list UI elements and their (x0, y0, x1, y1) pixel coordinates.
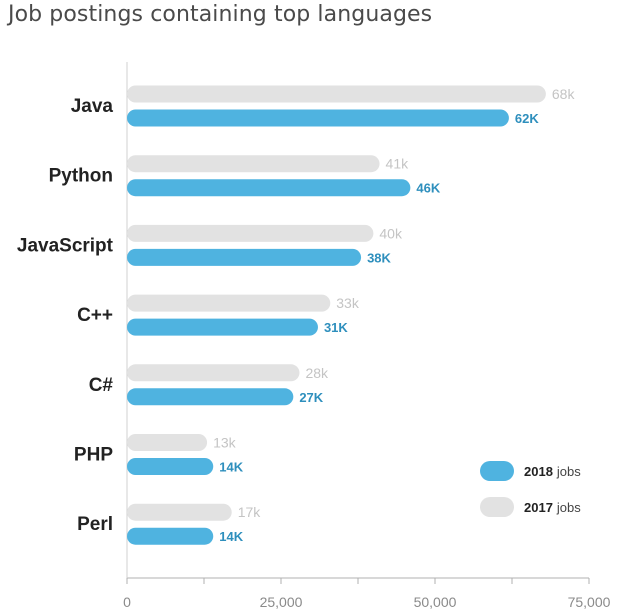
category-label-4: C# (89, 375, 114, 396)
data-label-2018-5: 14K (219, 460, 243, 475)
bar-2017-2 (127, 224, 374, 242)
bar-2018-1 (127, 179, 411, 197)
bar-2017-5 (127, 434, 208, 451)
legend-year-2018: 2018 (524, 463, 553, 479)
data-label-2017-0: 68k (552, 86, 576, 102)
bar-2017-1 (127, 155, 380, 173)
data-label-2018-2: 38K (367, 250, 391, 265)
bar-2017-3 (127, 294, 331, 312)
data-label-2017-5: 13k (213, 435, 237, 451)
bar-2018-2 (127, 248, 362, 266)
legend-unit-2017: jobs (556, 499, 581, 515)
data-label-2017-6: 17k (238, 504, 262, 520)
legend-swatch-2018 (480, 461, 514, 481)
data-label-2017-1: 41k (386, 156, 410, 172)
legend-swatch-2017 (480, 497, 514, 517)
legend-year-2017: 2017 (524, 499, 553, 515)
legend-item-2018: 2018 jobs (480, 460, 581, 482)
x-tick-label-0: 0 (123, 594, 131, 610)
bar-2017-4 (127, 364, 300, 382)
chart-title: Job postings containing top languages (8, 2, 433, 27)
legend-unit-2018: jobs (556, 463, 581, 479)
bar-2018-4 (127, 388, 294, 406)
bar-2017-0 (127, 85, 546, 103)
data-label-2018-1: 46K (416, 181, 440, 196)
x-tick-label-2: 50,000 (414, 594, 457, 610)
data-label-2018-4: 27K (299, 390, 323, 405)
data-label-2017-2: 40k (379, 225, 403, 241)
data-label-2018-6: 14K (219, 529, 243, 544)
data-label-2018-0: 62K (515, 111, 539, 126)
category-label-6: Perl (77, 514, 113, 535)
x-tick-label-3: 75,000 (568, 594, 611, 610)
bar-2018-0 (127, 109, 509, 127)
category-label-3: C++ (77, 305, 113, 326)
category-label-0: Java (71, 96, 114, 117)
bar-2017-6 (127, 503, 232, 521)
data-label-2017-4: 28k (305, 365, 329, 381)
bar-2018-3 (127, 318, 318, 336)
legend-item-2017: 2017 jobs (480, 496, 581, 518)
category-label-2: JavaScript (17, 235, 114, 256)
data-label-2017-3: 33k (336, 295, 360, 311)
bar-2018-5 (127, 458, 214, 475)
category-label-1: Python (49, 166, 113, 187)
category-label-5: PHP (74, 445, 113, 466)
data-label-2018-3: 31K (324, 320, 348, 335)
legend: 2018 jobs 2017 jobs (480, 460, 581, 532)
x-tick-label-1: 25,000 (260, 594, 303, 610)
bar-2018-6 (127, 527, 214, 545)
